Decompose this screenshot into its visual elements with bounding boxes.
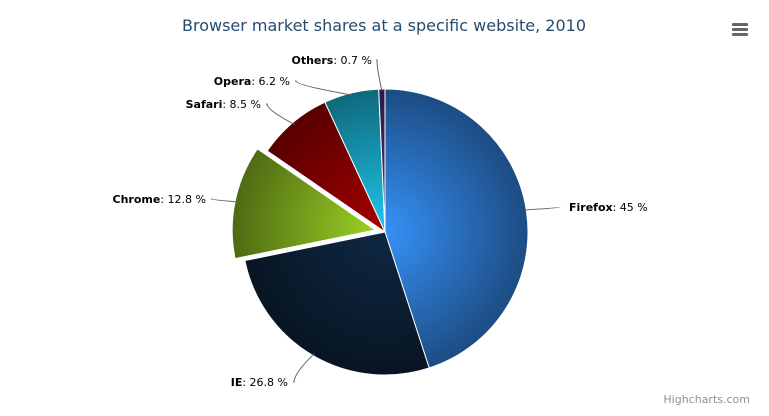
connector-opera: [295, 80, 352, 96]
connector-chrome: [211, 198, 238, 203]
data-label-chrome: Chrome: 12.8 %: [113, 193, 206, 206]
data-label-others: Others: 0.7 %: [291, 54, 372, 67]
connector-ie: [293, 353, 315, 383]
data-label-opera: Opera: 6.2 %: [214, 75, 290, 88]
data-label-firefox: Firefox: 45 %: [569, 201, 648, 214]
connector-safari: [266, 103, 295, 125]
connector-others: [376, 59, 383, 92]
chart-title: Browser market shares at a specific webs…: [182, 16, 586, 35]
connector-firefox: [524, 206, 561, 211]
menu-icon[interactable]: [732, 23, 748, 36]
data-label-safari: Safari: 8.5 %: [186, 98, 261, 111]
data-label-ie: IE: 26.8 %: [231, 376, 288, 389]
credits[interactable]: Highcharts.com: [663, 393, 750, 406]
